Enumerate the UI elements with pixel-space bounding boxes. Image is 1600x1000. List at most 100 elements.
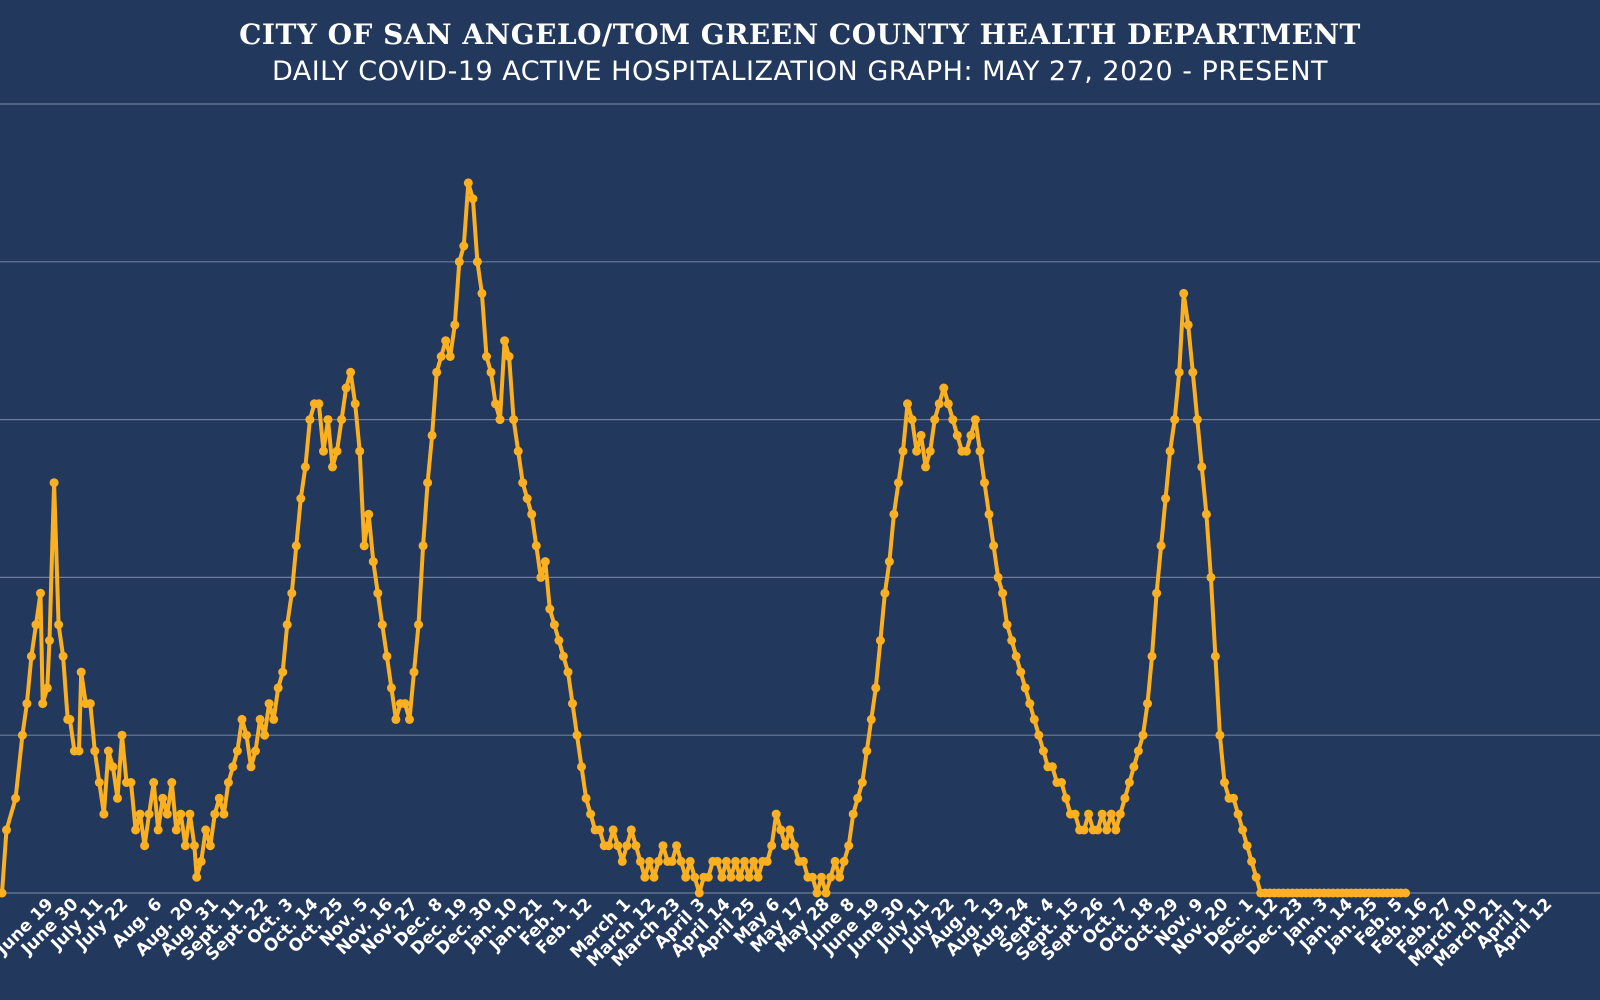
data-point-263 (1183, 320, 1193, 330)
data-point-126 (563, 667, 573, 677)
data-point-172 (771, 809, 781, 819)
data-point-176 (789, 841, 799, 851)
data-point-196 (880, 588, 890, 598)
data-point-125 (558, 651, 568, 661)
data-point-31 (135, 809, 145, 819)
data-point-248 (1115, 809, 1125, 819)
data-point-183 (821, 888, 831, 898)
data-point-51 (223, 778, 233, 787)
data-point-199 (894, 478, 903, 488)
data-point-42 (185, 809, 195, 819)
data-point-90 (400, 699, 410, 709)
data-point-137 (613, 841, 623, 851)
data-point-141 (631, 841, 641, 851)
data-point-260 (1170, 415, 1180, 425)
data-point-261 (1174, 367, 1184, 377)
data-point-69 (305, 415, 315, 425)
data-point-197 (884, 557, 894, 567)
data-point-143 (640, 872, 650, 882)
data-point-99 (441, 336, 451, 346)
data-point-88 (391, 714, 401, 724)
data-point-118 (527, 509, 537, 519)
data-point-278 (1251, 872, 1261, 882)
data-point-185 (830, 856, 840, 866)
data-point-72 (319, 446, 328, 456)
data-point-39 (171, 825, 181, 835)
data-point-244 (1097, 809, 1107, 819)
data-point-84 (373, 588, 383, 598)
chart-subtitle: DAILY COVID-19 ACTIVE HOSPITALIZATION GR… (271, 56, 1329, 87)
data-point-32 (140, 841, 150, 851)
data-point-83 (368, 557, 378, 567)
data-point-46 (201, 825, 211, 835)
data-point-20 (85, 699, 95, 709)
data-point-93 (414, 620, 423, 630)
data-point-166 (744, 872, 754, 882)
data-point-13 (58, 651, 68, 661)
data-point-115 (513, 446, 523, 456)
data-point-187 (839, 856, 849, 866)
data-point-139 (622, 841, 632, 851)
data-point-92 (409, 667, 419, 677)
data-point-195 (875, 636, 885, 645)
data-point-205 (921, 462, 931, 472)
data-point-153 (685, 856, 695, 866)
data-point-259 (1165, 446, 1175, 456)
data-point-71 (314, 399, 324, 409)
data-point-221 (993, 572, 1003, 582)
data-point-249 (1120, 793, 1130, 803)
data-point-50 (219, 809, 229, 819)
data-point-40 (176, 809, 186, 819)
data-point-2 (11, 793, 21, 803)
data-point-36 (158, 793, 168, 803)
data-point-86 (382, 651, 392, 661)
gridlines (0, 103, 1600, 894)
data-point-21 (90, 746, 100, 756)
data-point-63 (278, 667, 288, 677)
data-point-236 (1061, 793, 1071, 803)
data-point-202 (907, 415, 917, 425)
data-point-104 (463, 178, 473, 188)
data-point-130 (581, 793, 591, 803)
data-point-266 (1197, 462, 1207, 472)
data-point-269 (1210, 651, 1220, 661)
data-point-229 (1029, 714, 1039, 724)
data-point-23 (99, 809, 109, 819)
data-point-186 (835, 872, 845, 882)
data-point-127 (568, 699, 577, 709)
data-point-74 (328, 462, 337, 472)
data-point-180 (808, 872, 817, 882)
data-point-231 (1038, 746, 1048, 756)
data-point-164 (735, 872, 745, 882)
data-point-192 (862, 746, 872, 756)
data-point-47 (205, 841, 215, 851)
data-point-264 (1188, 367, 1198, 377)
data-point-7 (36, 588, 45, 598)
data-point-133 (595, 825, 605, 835)
data-point-58 (255, 714, 265, 724)
data-point-6 (31, 620, 41, 630)
data-point-255 (1147, 651, 1157, 661)
data-point-97 (432, 367, 442, 377)
data-point-225 (1011, 651, 1021, 661)
data-point-241 (1084, 809, 1094, 819)
data-point-66 (291, 541, 301, 551)
data-point-68 (300, 462, 310, 472)
data-point-27 (117, 730, 127, 740)
data-point-48 (210, 809, 220, 819)
chart-title: CITY OF SAN ANGELO/TOM GREEN COUNTY HEAL… (239, 18, 1361, 51)
data-point-59 (260, 730, 270, 740)
data-point-34 (149, 778, 159, 787)
data-point-138 (617, 856, 627, 866)
data-point-111 (495, 415, 505, 425)
data-point-4 (22, 699, 32, 709)
data-point-243 (1093, 825, 1103, 835)
data-point-252 (1133, 746, 1143, 756)
data-point-57 (251, 746, 260, 756)
data-point-184 (826, 872, 836, 882)
data-point-54 (237, 714, 247, 724)
data-point-113 (504, 352, 514, 361)
data-point-271 (1220, 778, 1229, 787)
data-point-117 (522, 494, 532, 503)
